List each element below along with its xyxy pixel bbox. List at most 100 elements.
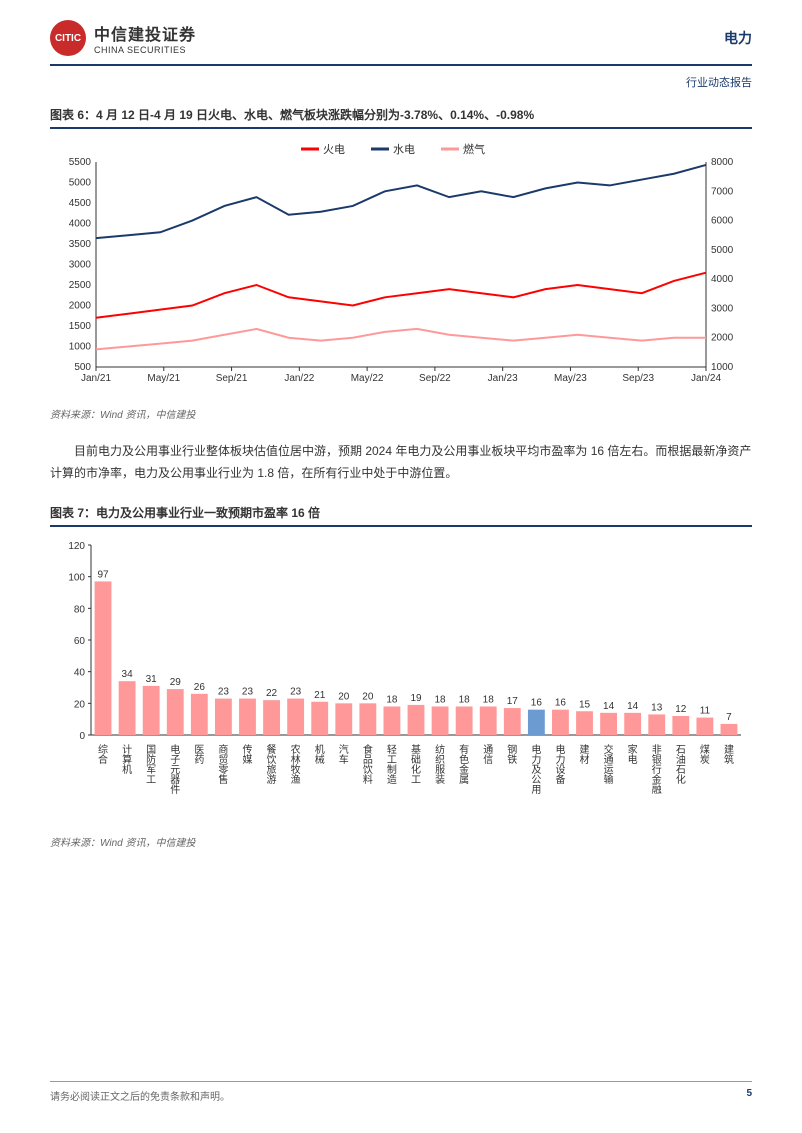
sector-label: 电力 bbox=[724, 28, 752, 48]
svg-text:Jan/21: Jan/21 bbox=[81, 373, 111, 384]
logo-block: CITIC 中信建投证券 CHINA SECURITIES bbox=[50, 20, 196, 56]
svg-text:4500: 4500 bbox=[69, 198, 92, 209]
svg-text:基础化工: 基础化工 bbox=[411, 743, 421, 786]
chart6-source: 资料来源：Wind 资讯，中信建投 bbox=[50, 406, 752, 421]
svg-text:4000: 4000 bbox=[711, 274, 734, 285]
svg-text:23: 23 bbox=[290, 687, 302, 698]
svg-text:电子元器件: 电子元器件 bbox=[170, 743, 180, 796]
svg-text:16: 16 bbox=[555, 698, 567, 709]
svg-text:80: 80 bbox=[74, 605, 86, 616]
svg-text:100: 100 bbox=[68, 573, 85, 584]
report-type: 行业动态报告 bbox=[0, 70, 802, 106]
svg-text:Jan/22: Jan/22 bbox=[284, 373, 314, 384]
svg-text:Sep/22: Sep/22 bbox=[419, 373, 451, 384]
logo-cn-text: 中信建投证券 bbox=[94, 21, 196, 45]
svg-text:建材: 建材 bbox=[580, 743, 590, 766]
svg-text:水电: 水电 bbox=[393, 143, 415, 156]
chart7-title: 图表 7：电力及公用事业行业一致预期市盈率 16 倍 bbox=[50, 504, 752, 527]
svg-text:11: 11 bbox=[700, 706, 711, 717]
svg-text:建筑: 建筑 bbox=[724, 743, 734, 766]
svg-text:20: 20 bbox=[338, 692, 350, 703]
svg-text:医药: 医药 bbox=[194, 744, 204, 766]
svg-text:3000: 3000 bbox=[69, 260, 92, 271]
svg-text:4000: 4000 bbox=[69, 219, 92, 230]
svg-text:煤炭: 煤炭 bbox=[700, 743, 710, 766]
svg-text:18: 18 bbox=[435, 695, 447, 706]
svg-text:Jan/24: Jan/24 bbox=[691, 373, 721, 384]
chart6-line-chart: 5001000150020002500300035004000450050005… bbox=[50, 137, 752, 397]
header-divider bbox=[50, 64, 752, 66]
svg-text:18: 18 bbox=[459, 695, 471, 706]
svg-text:石油石化: 石油石化 bbox=[676, 745, 686, 786]
svg-text:97: 97 bbox=[97, 570, 109, 581]
svg-text:May/23: May/23 bbox=[554, 373, 587, 384]
svg-text:17: 17 bbox=[507, 696, 519, 707]
svg-text:6000: 6000 bbox=[711, 216, 734, 227]
logo-icon: CITIC bbox=[50, 20, 86, 56]
page-header: CITIC 中信建投证券 CHINA SECURITIES 电力 bbox=[0, 0, 802, 64]
svg-text:7000: 7000 bbox=[711, 186, 734, 197]
svg-text:非银行金融: 非银行金融 bbox=[652, 744, 662, 796]
svg-text:34: 34 bbox=[122, 669, 134, 680]
svg-text:计算机: 计算机 bbox=[122, 743, 132, 776]
svg-text:纺织服装: 纺织服装 bbox=[435, 743, 445, 786]
svg-text:23: 23 bbox=[242, 687, 254, 698]
svg-text:5500: 5500 bbox=[69, 157, 92, 168]
svg-text:16: 16 bbox=[531, 698, 543, 709]
svg-text:14: 14 bbox=[627, 701, 639, 712]
svg-text:1500: 1500 bbox=[69, 321, 92, 332]
svg-text:20: 20 bbox=[362, 692, 374, 703]
svg-text:3000: 3000 bbox=[711, 303, 734, 314]
page-footer: 请务必阅读正文之后的免责条款和声明。 5 bbox=[50, 1081, 752, 1103]
svg-text:13: 13 bbox=[651, 703, 663, 714]
svg-text:5000: 5000 bbox=[69, 178, 92, 189]
svg-text:22: 22 bbox=[266, 688, 278, 699]
svg-text:5000: 5000 bbox=[711, 245, 734, 256]
svg-text:120: 120 bbox=[68, 541, 85, 552]
svg-text:18: 18 bbox=[386, 695, 398, 706]
footer-disclaimer: 请务必阅读正文之后的免责条款和声明。 bbox=[50, 1088, 230, 1103]
svg-text:14: 14 bbox=[603, 701, 615, 712]
svg-text:汽车: 汽车 bbox=[339, 743, 349, 766]
svg-text:通信: 通信 bbox=[483, 744, 493, 766]
svg-text:2500: 2500 bbox=[69, 280, 92, 291]
svg-text:Sep/23: Sep/23 bbox=[622, 373, 654, 384]
body-paragraph: 目前电力及公用事业行业整体板块估值位居中游，预期 2024 年电力及公用事业板块… bbox=[50, 441, 752, 484]
svg-text:May/21: May/21 bbox=[147, 373, 180, 384]
chart7-bar-chart: 02040608010012097综合34计算机31国防军工29电子元器件26医… bbox=[50, 535, 752, 825]
svg-text:餐饮旅游: 餐饮旅游 bbox=[267, 743, 277, 786]
svg-text:12: 12 bbox=[675, 704, 687, 715]
svg-text:26: 26 bbox=[194, 682, 206, 693]
svg-text:21: 21 bbox=[314, 690, 326, 701]
svg-text:18: 18 bbox=[483, 695, 495, 706]
svg-text:电力设备: 电力设备 bbox=[555, 743, 565, 786]
svg-text:Sep/21: Sep/21 bbox=[216, 373, 248, 384]
svg-text:电力及公用: 电力及公用 bbox=[531, 743, 541, 796]
svg-text:0: 0 bbox=[79, 731, 85, 742]
svg-text:燃气: 燃气 bbox=[463, 142, 485, 156]
svg-text:7: 7 bbox=[726, 712, 732, 723]
svg-text:19: 19 bbox=[410, 693, 422, 704]
svg-text:传媒: 传媒 bbox=[242, 744, 252, 766]
svg-text:29: 29 bbox=[170, 677, 182, 688]
svg-text:2000: 2000 bbox=[711, 333, 734, 344]
svg-text:钢铁: 钢铁 bbox=[507, 743, 517, 766]
svg-text:23: 23 bbox=[218, 687, 230, 698]
chart7-source: 资料来源：Wind 资讯，中信建投 bbox=[50, 834, 752, 849]
svg-text:500: 500 bbox=[74, 362, 91, 373]
svg-text:1000: 1000 bbox=[69, 342, 92, 353]
svg-text:轻工制造: 轻工制造 bbox=[387, 743, 397, 786]
svg-text:火电: 火电 bbox=[323, 143, 345, 156]
svg-text:国防军工: 国防军工 bbox=[146, 744, 156, 786]
svg-text:20: 20 bbox=[74, 700, 86, 711]
chart6-title: 图表 6：4 月 12 日-4 月 19 日火电、水电、燃气板块涨跌幅分别为-3… bbox=[50, 106, 752, 129]
svg-text:40: 40 bbox=[74, 668, 86, 679]
svg-text:交通运输: 交通运输 bbox=[604, 743, 614, 786]
svg-text:8000: 8000 bbox=[711, 157, 734, 168]
svg-text:农林牧渔: 农林牧渔 bbox=[291, 743, 301, 786]
svg-text:综合: 综合 bbox=[98, 743, 108, 766]
svg-text:食品饮料: 食品饮料 bbox=[363, 743, 373, 786]
svg-text:May/22: May/22 bbox=[351, 373, 384, 384]
svg-text:机械: 机械 bbox=[315, 743, 325, 766]
svg-text:15: 15 bbox=[579, 699, 591, 710]
